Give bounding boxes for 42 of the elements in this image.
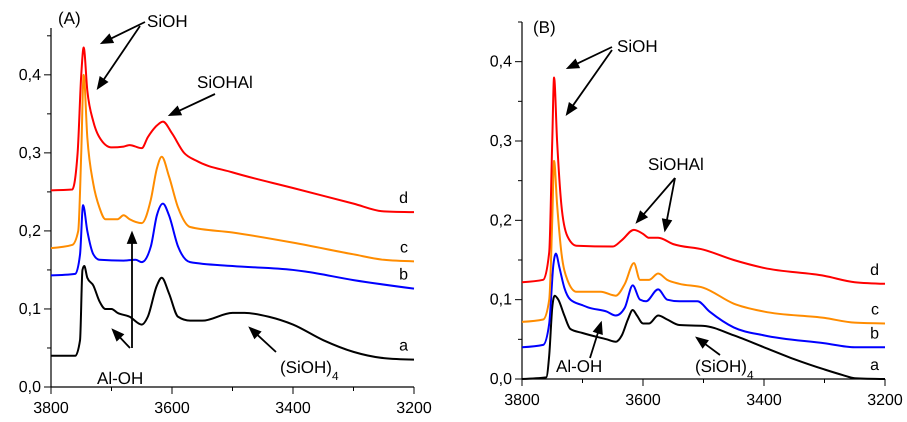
series-label: c <box>400 239 408 256</box>
line-series <box>521 160 886 324</box>
series-label: c <box>871 301 879 318</box>
y-tick-label: 0,0 <box>490 371 512 388</box>
series-label: b <box>870 325 880 342</box>
y-tick-label: 0,3 <box>18 144 42 162</box>
x-tick-label: 3800 <box>504 392 540 409</box>
line-series <box>521 252 886 348</box>
y-tick-label: 0,1 <box>18 300 42 318</box>
x-tick-label: 3600 <box>154 400 190 417</box>
annotation: (B) <box>533 18 556 37</box>
line-series <box>50 46 415 214</box>
annotation: SiOHAl <box>197 73 253 92</box>
x-tick-label: 3200 <box>867 392 903 409</box>
line-series <box>50 202 415 290</box>
series-label: d <box>399 190 408 208</box>
annotation: (A) <box>58 9 81 28</box>
annotation: (SiOH)$_{4}$ <box>280 358 339 383</box>
series-label: a <box>399 338 408 355</box>
x-tick-label: 3400 <box>275 400 311 417</box>
y-tick-label: 0,2 <box>18 222 42 240</box>
x-tick-label: 3600 <box>625 392 661 409</box>
x-tick-label: 3200 <box>396 400 432 417</box>
series-label: d <box>870 262 879 279</box>
x-tick-label: 3800 <box>33 400 69 417</box>
series-label: a <box>870 357 880 374</box>
x-tick-label: 3400 <box>746 392 782 409</box>
line-series <box>50 74 415 262</box>
y-tick-label: 0,4 <box>490 54 512 71</box>
annotation: SiOH <box>147 12 188 31</box>
annotation: SiOH <box>617 37 658 56</box>
y-tick-label: 0,0 <box>18 379 42 396</box>
y-tick-label: 0,4 <box>18 66 42 84</box>
series-label: b <box>399 266 408 284</box>
annotation: Al-OH <box>97 369 144 388</box>
y-tick-label: 0,2 <box>490 212 512 230</box>
annotation: (SiOH)$_{4}$ <box>695 357 754 382</box>
annotation: SiOHAl <box>648 155 704 174</box>
y-tick-label: 0,1 <box>490 292 512 309</box>
line-series <box>521 76 886 285</box>
y-tick-label: 0,3 <box>490 133 512 150</box>
annotation: Al-OH <box>556 357 602 376</box>
